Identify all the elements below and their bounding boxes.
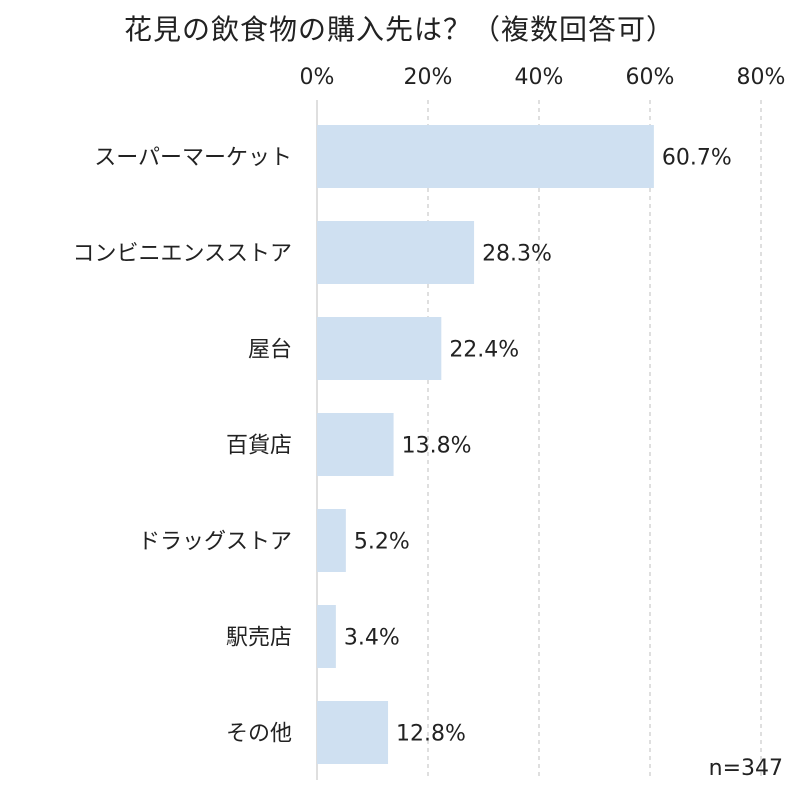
category-label: コンビニエンスストア [72, 242, 292, 267]
x-tick-label: 40% [515, 65, 564, 90]
sample-size-note: n=347 [708, 756, 783, 781]
value-label: 13.8% [402, 434, 472, 459]
x-tick-label: 60% [626, 65, 675, 90]
bar [317, 509, 346, 572]
value-labels: 60.7% 28.3% 22.4% 13.8% 5.2% 3.4% 12.8% [344, 146, 732, 747]
value-label: 28.3% [482, 242, 552, 267]
bar [317, 317, 442, 380]
x-tick-label: 0% [300, 65, 335, 90]
x-tick-label: 20% [404, 65, 453, 90]
value-label: 60.7% [662, 146, 732, 171]
bar [317, 125, 654, 188]
category-label: スーパーマーケット [94, 146, 292, 171]
chart-title: 花見の飲食物の購入先は？（複数回答可） [123, 13, 675, 46]
bar [317, 701, 389, 764]
value-label: 3.4% [344, 626, 400, 651]
value-label: 12.8% [396, 722, 466, 747]
bar [317, 605, 336, 668]
category-label: 屋台 [248, 338, 292, 363]
value-label: 5.2% [354, 530, 410, 555]
category-label: その他 [226, 722, 292, 747]
value-label: 22.4% [449, 338, 519, 363]
category-label: ドラッグストア [138, 530, 292, 555]
x-axis-ticks: 0% 20% 40% 60% 80% [300, 65, 786, 90]
bar [317, 413, 394, 476]
bars [317, 125, 654, 764]
category-label: 百貨店 [226, 434, 292, 459]
category-label: 駅売店 [226, 626, 292, 651]
bar [317, 221, 475, 284]
x-tick-label: 80% [737, 65, 786, 90]
